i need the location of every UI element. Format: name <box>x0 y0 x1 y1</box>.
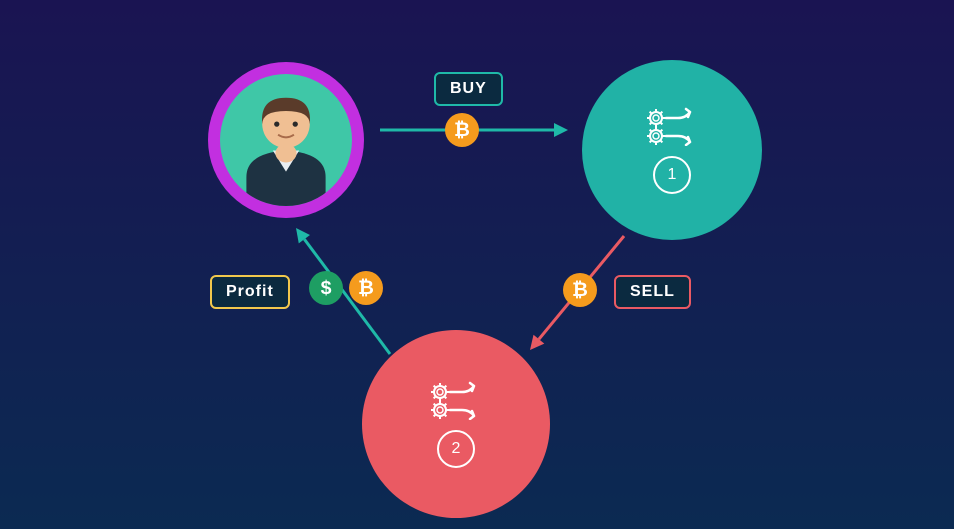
dollar-icon: $ <box>309 271 343 305</box>
exchange-1-number: 1 <box>653 156 691 194</box>
person-icon <box>220 74 352 206</box>
bitcoin-icon: ₿ <box>563 273 597 307</box>
trader-node <box>208 62 364 218</box>
routing-gears-icon <box>426 380 486 420</box>
bitcoin-icon: ₿ <box>445 113 479 147</box>
exchange-2-node: 2 <box>362 330 550 518</box>
exchange-1-node: 1 <box>582 60 762 240</box>
bitcoin-icon: ₿ <box>349 271 383 305</box>
buy-label: BUY <box>434 72 503 106</box>
profit-label: Profit <box>210 275 290 309</box>
arbitrage-flow-diagram: 1 2 BUY SELL Profit ₿ ₿ ₿ $ <box>0 0 954 529</box>
sell-label: SELL <box>614 275 691 309</box>
routing-gears-icon <box>642 106 702 146</box>
trader-avatar <box>220 74 352 206</box>
exchange-2-number: 2 <box>437 430 475 468</box>
